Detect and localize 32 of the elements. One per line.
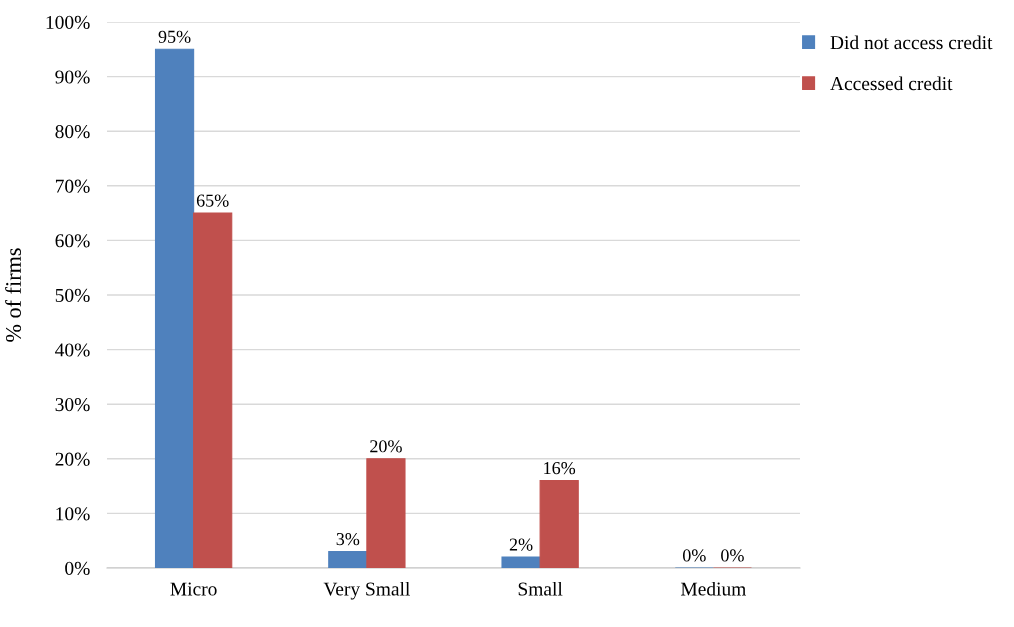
data-label: 95% (158, 30, 191, 43)
y-tick-label: 50% (55, 288, 90, 302)
x-tick-label: Very Small (323, 581, 410, 600)
y-tick-label: 70% (55, 179, 90, 193)
data-label: 0% (682, 549, 706, 562)
data-label: 0% (721, 549, 744, 562)
y-axis-title: % of firms (5, 248, 22, 342)
data-label: 20% (370, 440, 402, 453)
bar (328, 551, 368, 568)
y-tick-label: 0% (65, 561, 90, 575)
y-tick-label: 20% (55, 452, 90, 466)
x-tick-label: Small (518, 581, 563, 596)
bar (193, 212, 233, 568)
bar (366, 458, 406, 568)
y-tick-label: 30% (55, 398, 90, 412)
data-label: 16% (544, 462, 576, 475)
x-tick-label: Micro (170, 582, 217, 596)
bar (154, 48, 195, 568)
x-tick-label: Medium (680, 581, 747, 596)
legend-label: Did not access credit (830, 35, 993, 50)
y-tick-label: 40% (55, 343, 90, 357)
y-tick-label: 10% (56, 507, 90, 521)
y-tick-label: 90% (55, 70, 90, 84)
data-label: 2% (509, 538, 533, 551)
bar (501, 556, 541, 568)
y-tick-label: 60% (55, 234, 90, 248)
data-label: 3% (336, 532, 360, 546)
bar (539, 480, 579, 568)
data-label: 65% (196, 194, 229, 207)
y-tick-label: 100% (46, 15, 90, 29)
y-tick-label: 80% (55, 125, 90, 139)
legend-label: Accessed credit (830, 76, 953, 91)
